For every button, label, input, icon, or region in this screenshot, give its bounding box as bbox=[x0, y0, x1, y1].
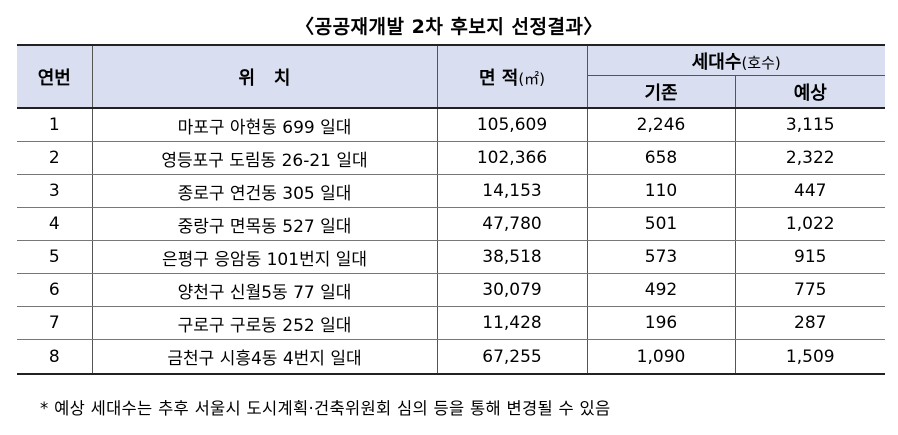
header-households-label: 세대수 bbox=[691, 51, 742, 73]
cell-no: 4 bbox=[17, 207, 93, 241]
header-no: 연번 bbox=[17, 44, 93, 109]
cell-planned: 447 bbox=[734, 174, 885, 208]
cell-area: 102,366 bbox=[436, 141, 588, 175]
header-planned: 예상 bbox=[734, 75, 885, 109]
table-row: 7 구로구 구로동 252 일대 11,428 196 287 bbox=[17, 306, 885, 340]
cell-location: 은평구 응암동 101번지 일대 bbox=[91, 240, 438, 274]
cell-location: 금천구 시흥4동 4번지 일대 bbox=[91, 339, 438, 375]
table-row: 4 중랑구 면목동 527 일대 47,780 501 1,022 bbox=[17, 207, 885, 241]
cell-existing: 492 bbox=[586, 273, 736, 307]
header-area-unit: (㎡) bbox=[518, 69, 546, 88]
cell-area: 14,153 bbox=[436, 174, 588, 208]
cell-planned: 775 bbox=[734, 273, 885, 307]
cell-planned: 2,322 bbox=[734, 141, 885, 175]
table-row: 8 금천구 시흥4동 4번지 일대 67,255 1,090 1,509 bbox=[17, 339, 885, 375]
cell-area: 47,780 bbox=[436, 207, 588, 241]
table-row: 6 양천구 신월5동 77 일대 30,079 492 775 bbox=[17, 273, 885, 307]
cell-no: 1 bbox=[17, 108, 93, 142]
cell-existing: 573 bbox=[586, 240, 736, 274]
cell-existing: 501 bbox=[586, 207, 736, 241]
cell-location: 마포구 아현동 699 일대 bbox=[91, 108, 438, 142]
table-row: 1 마포구 아현동 699 일대 105,609 2,246 3,115 bbox=[17, 108, 885, 142]
cell-existing: 2,246 bbox=[586, 108, 736, 142]
table-row: 2 영등포구 도림동 26-21 일대 102,366 658 2,322 bbox=[17, 141, 885, 175]
cell-location: 구로구 구로동 252 일대 bbox=[91, 306, 438, 340]
cell-no: 3 bbox=[17, 174, 93, 208]
table-row: 5 은평구 응암동 101번지 일대 38,518 573 915 bbox=[17, 240, 885, 274]
cell-area: 38,518 bbox=[436, 240, 588, 274]
cell-no: 8 bbox=[17, 339, 93, 375]
cell-planned: 287 bbox=[734, 306, 885, 340]
cell-location: 종로구 연건동 305 일대 bbox=[91, 174, 438, 208]
cell-area: 105,609 bbox=[436, 108, 588, 142]
cell-location: 양천구 신월5동 77 일대 bbox=[91, 273, 438, 307]
cell-area: 30,079 bbox=[436, 273, 588, 307]
cell-existing: 110 bbox=[586, 174, 736, 208]
cell-location: 중랑구 면목동 527 일대 bbox=[91, 207, 438, 241]
cell-no: 2 bbox=[17, 141, 93, 175]
cell-planned: 3,115 bbox=[734, 108, 885, 142]
cell-no: 5 bbox=[17, 240, 93, 274]
candidate-site-table: 연번 위 치 면 적(㎡) 세대수(호수) 기존 예상 1 마포구 아현동 699… bbox=[17, 44, 885, 375]
header-existing: 기존 bbox=[587, 75, 736, 109]
cell-planned: 915 bbox=[734, 240, 885, 274]
cell-existing: 658 bbox=[586, 141, 736, 175]
header-location: 위 치 bbox=[91, 44, 438, 109]
header-area: 면 적(㎡) bbox=[436, 44, 588, 109]
cell-area: 11,428 bbox=[436, 306, 588, 340]
cell-area: 67,255 bbox=[436, 339, 588, 375]
header-households: 세대수(호수) bbox=[586, 44, 885, 76]
cell-location: 영등포구 도림동 26-21 일대 bbox=[91, 141, 438, 175]
table-row: 3 종로구 연건동 305 일대 14,153 110 447 bbox=[17, 174, 885, 208]
document-title: 〈공공재개발 2차 후보지 선정결과〉 bbox=[295, 16, 603, 38]
cell-no: 7 bbox=[17, 306, 93, 340]
cell-existing: 196 bbox=[586, 306, 736, 340]
cell-existing: 1,090 bbox=[586, 339, 736, 375]
cell-planned: 1,022 bbox=[734, 207, 885, 241]
header-households-unit: (호수) bbox=[741, 53, 781, 72]
cell-no: 6 bbox=[17, 273, 93, 307]
footnote: * 예상 세대수는 추후 서울시 도시계획·건축위원회 심의 등을 통해 변경될… bbox=[40, 399, 611, 418]
cell-planned: 1,509 bbox=[734, 339, 885, 375]
header-area-label: 면 적 bbox=[478, 67, 519, 89]
